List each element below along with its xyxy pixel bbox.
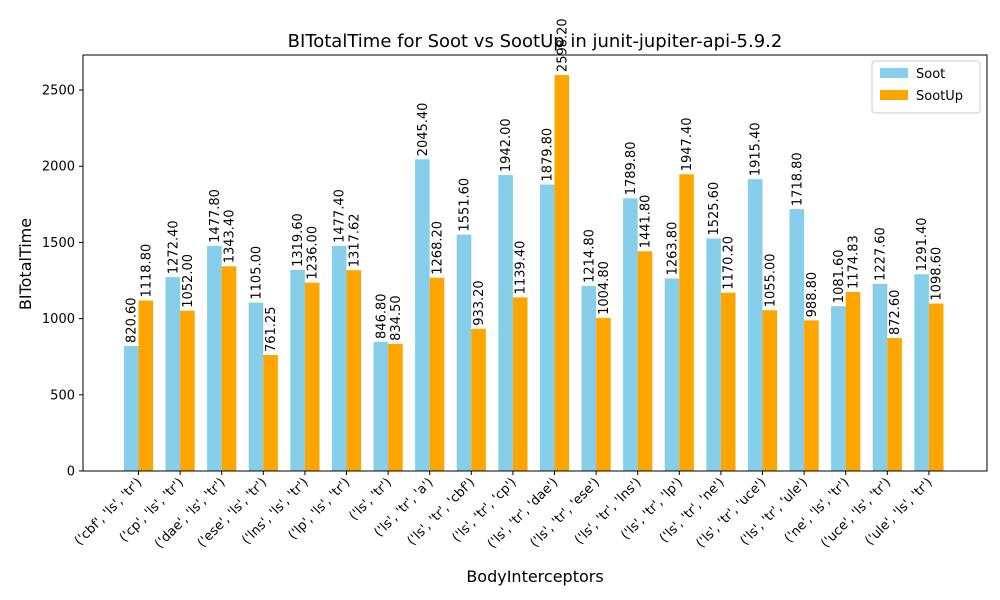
bar-soot bbox=[456, 234, 472, 471]
legend-swatch-soot bbox=[880, 68, 908, 78]
data-label: 834.50 bbox=[389, 295, 404, 341]
y-tick-label: 1500 bbox=[42, 236, 75, 251]
bar-sootup bbox=[180, 310, 195, 471]
data-label: 1214.80 bbox=[582, 229, 597, 283]
data-label: 1879.80 bbox=[541, 128, 556, 182]
bar-sootup bbox=[429, 277, 445, 471]
data-label: 1004.80 bbox=[597, 261, 612, 315]
bar-soot bbox=[498, 175, 513, 471]
data-label: 1477.80 bbox=[208, 189, 223, 243]
data-label: 1268.20 bbox=[431, 221, 446, 275]
data-label: 820.60 bbox=[125, 297, 140, 343]
data-label: 1789.80 bbox=[624, 142, 639, 196]
data-label: 872.60 bbox=[888, 290, 903, 336]
y-tick-label: 0 bbox=[67, 465, 75, 480]
bar-sootup bbox=[596, 317, 611, 471]
bar-soot bbox=[914, 274, 929, 471]
bar-soot bbox=[831, 306, 846, 471]
bar-soot bbox=[706, 238, 721, 471]
bar-soot bbox=[623, 198, 638, 471]
legend-label-sootup: SootUp bbox=[916, 89, 963, 104]
data-label: 1915.40 bbox=[749, 122, 764, 176]
bar-soot bbox=[664, 278, 680, 471]
bar-sootup bbox=[512, 297, 528, 471]
bar-soot bbox=[415, 159, 430, 471]
bar-sootup bbox=[471, 328, 486, 471]
data-label: 2045.40 bbox=[416, 103, 431, 157]
data-label: 1139.40 bbox=[514, 241, 529, 295]
plot-frame bbox=[82, 54, 988, 472]
data-label: 1105.00 bbox=[250, 246, 265, 300]
data-label: 933.20 bbox=[472, 280, 487, 325]
data-label: 1525.60 bbox=[707, 182, 722, 236]
bar-soot bbox=[290, 269, 305, 471]
bar-soot bbox=[207, 245, 222, 471]
bar-soot bbox=[872, 283, 888, 471]
y-axis-label: BITotalTime bbox=[16, 218, 35, 310]
data-label: 1081.60 bbox=[832, 249, 847, 303]
bar-sootup bbox=[388, 343, 403, 471]
bar-soot bbox=[165, 277, 181, 471]
bar-sootup bbox=[928, 303, 944, 471]
legend-label-soot: Soot bbox=[916, 67, 945, 82]
bar-soot bbox=[123, 345, 139, 471]
bar-soot bbox=[248, 302, 264, 471]
bar-soot bbox=[539, 184, 555, 472]
data-label: 1319.60 bbox=[291, 213, 306, 267]
data-label: 1055.00 bbox=[763, 253, 778, 307]
data-label: 2598.20 bbox=[555, 18, 570, 72]
data-label: 761.25 bbox=[264, 307, 279, 353]
legend-swatch-sootup bbox=[880, 90, 908, 100]
bar-sootup bbox=[346, 270, 362, 471]
y-tick-label: 1000 bbox=[42, 312, 75, 327]
bar-sootup bbox=[138, 300, 154, 471]
data-label: 1170.20 bbox=[722, 236, 737, 290]
bar-sootup bbox=[762, 310, 778, 471]
data-label: 1272.40 bbox=[166, 220, 181, 274]
data-label: 1052.00 bbox=[181, 254, 196, 308]
data-label: 1236.00 bbox=[306, 226, 321, 280]
bar-sootup bbox=[679, 174, 694, 471]
bar-sootup bbox=[637, 251, 653, 471]
bar-sootup bbox=[845, 291, 861, 471]
data-label: 1317.62 bbox=[347, 213, 362, 267]
data-label: 1718.80 bbox=[790, 152, 805, 206]
bar-soot bbox=[373, 341, 389, 471]
legend: Soot SootUp bbox=[871, 60, 981, 114]
data-label: 1343.40 bbox=[223, 210, 238, 264]
data-label: 1098.60 bbox=[930, 247, 945, 301]
bar-sootup bbox=[221, 266, 237, 471]
y-tick-label: 2500 bbox=[42, 84, 75, 99]
data-label: 1477.40 bbox=[333, 189, 348, 243]
bar-sootup bbox=[804, 320, 819, 471]
bar-soot bbox=[747, 179, 763, 471]
bar-soot bbox=[789, 209, 805, 471]
data-label: 1174.83 bbox=[847, 235, 862, 289]
plot-area: 820.60 1272.40 1477.80 1105.00 1319.60 1477.4… bbox=[42, 18, 988, 552]
data-label: 846.80 bbox=[374, 293, 389, 339]
x-axis-label: BodyInterceptors bbox=[466, 567, 603, 586]
data-label: 1942.00 bbox=[499, 118, 514, 172]
bar-sootup bbox=[720, 292, 736, 471]
data-label: 1551.60 bbox=[458, 178, 473, 232]
y-tick-label: 2000 bbox=[42, 160, 75, 175]
data-label: 1227.60 bbox=[874, 227, 889, 281]
data-label: 1441.80 bbox=[639, 195, 654, 249]
bar-sootup bbox=[887, 338, 902, 471]
data-label: 988.80 bbox=[805, 272, 820, 318]
data-label: 1263.80 bbox=[666, 222, 681, 276]
bar-sootup bbox=[263, 355, 278, 471]
data-label: 1291.40 bbox=[915, 217, 930, 271]
bar-soot bbox=[331, 245, 347, 471]
y-tick-label: 500 bbox=[50, 388, 75, 403]
bar-soot bbox=[581, 285, 597, 471]
data-label: 1947.40 bbox=[680, 117, 695, 171]
bar-sootup bbox=[554, 75, 570, 471]
data-label: 1118.80 bbox=[139, 244, 154, 298]
bar-sootup bbox=[304, 282, 320, 471]
chart-title: BITotalTime for Soot vs SootUp in junit-… bbox=[288, 31, 783, 52]
